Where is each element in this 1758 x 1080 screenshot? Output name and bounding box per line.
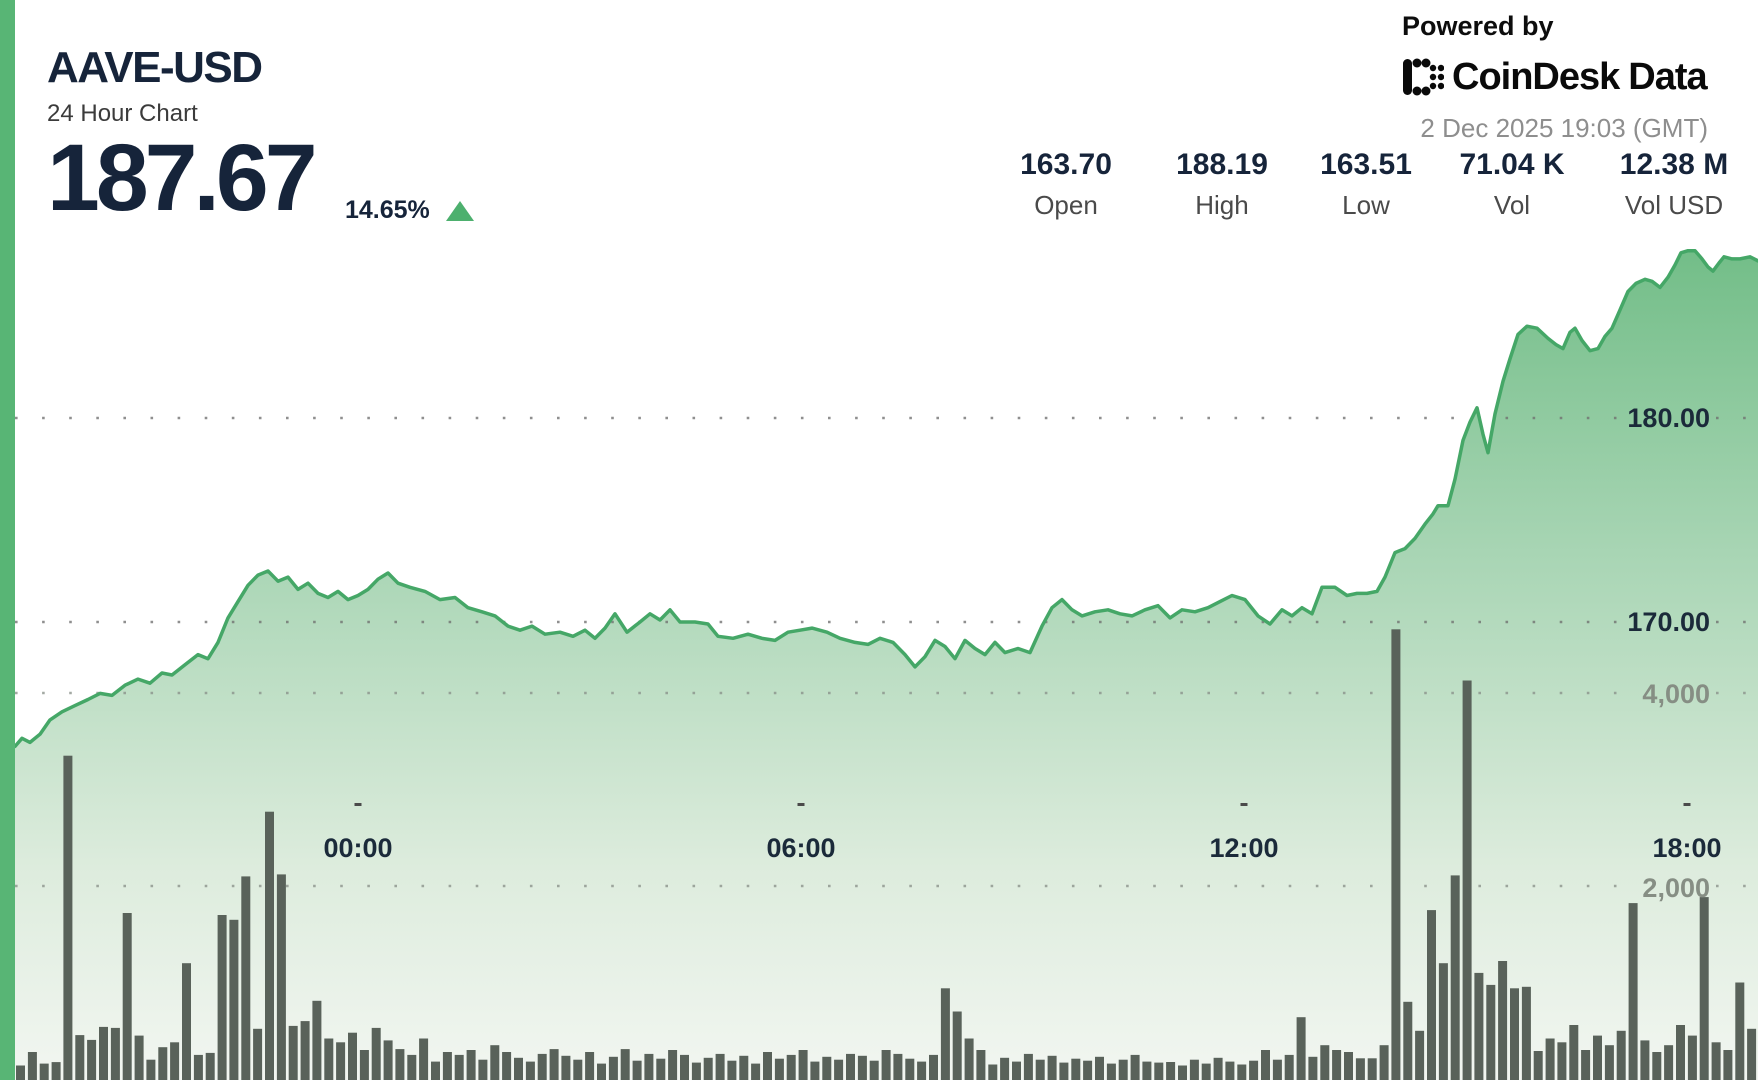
time-axis-tick bbox=[797, 803, 805, 806]
coindesk-logo-icon bbox=[1403, 58, 1444, 96]
price-axis-label: 170.00 bbox=[1627, 607, 1710, 637]
branding-block: Powered by CoinDesk Data bbox=[1402, 13, 1712, 98]
stat-low: 163.51 Low bbox=[1320, 148, 1412, 220]
stat-high: 188.19 High bbox=[1176, 148, 1268, 220]
stat-value: 12.38 M bbox=[1619, 148, 1729, 181]
stat-label: Low bbox=[1342, 190, 1390, 220]
coindesk-logo-text: CoinDesk Data bbox=[1452, 56, 1708, 98]
volume-axis-label: 4,000 bbox=[1642, 679, 1710, 709]
time-axis-tick bbox=[1240, 803, 1248, 806]
volume-axis-label: 2,000 bbox=[1642, 873, 1710, 903]
time-axis-tick bbox=[1683, 803, 1691, 806]
logo-word-coindesk: CoinDesk bbox=[1452, 56, 1620, 98]
up-triangle-icon bbox=[445, 200, 474, 221]
time-axis-label: 18:00 bbox=[1652, 833, 1721, 863]
chart-timestamp: 2 Dec 2025 19:03 (GMT) bbox=[1420, 113, 1708, 143]
volume-bars bbox=[16, 629, 1757, 1080]
powered-by-label: Powered by bbox=[1402, 11, 1554, 41]
logo-word-data: Data bbox=[1628, 56, 1707, 98]
stat-open: 163.70 Open bbox=[1020, 148, 1112, 220]
left-accent-stripe bbox=[0, 0, 15, 1080]
price-line bbox=[13, 248, 1758, 749]
stat-vol: 71.04 K Vol bbox=[1459, 148, 1565, 220]
stat-label: Vol bbox=[1493, 190, 1531, 220]
price-area-fill bbox=[15, 250, 1758, 1080]
stat-value: 163.51 bbox=[1320, 148, 1412, 181]
stat-value: 71.04 K bbox=[1459, 148, 1565, 181]
price-axis-label: 180.00 bbox=[1627, 403, 1710, 433]
pair-symbol: AAVE-USD bbox=[47, 43, 263, 92]
chart-subtitle: 24 Hour Chart bbox=[47, 100, 198, 127]
change-percent: 14.65% bbox=[345, 196, 430, 224]
stat-value: 188.19 bbox=[1176, 148, 1268, 181]
time-axis-label: 12:00 bbox=[1209, 833, 1278, 863]
stat-label: High bbox=[1195, 190, 1249, 220]
stat-label: Vol USD bbox=[1624, 190, 1724, 220]
stat-value: 163.70 bbox=[1020, 148, 1112, 181]
coindesk-logo: CoinDesk Data bbox=[1402, 56, 1712, 98]
last-price: 187.67 bbox=[47, 125, 318, 231]
change-row: 14.65% bbox=[345, 196, 474, 225]
time-axis-label: 06:00 bbox=[766, 833, 835, 863]
stat-vol-usd: 12.38 M Vol USD bbox=[1619, 148, 1729, 220]
stat-label: Open bbox=[1034, 190, 1098, 220]
time-axis-tick bbox=[354, 803, 362, 806]
time-axis-label: 00:00 bbox=[323, 833, 392, 863]
